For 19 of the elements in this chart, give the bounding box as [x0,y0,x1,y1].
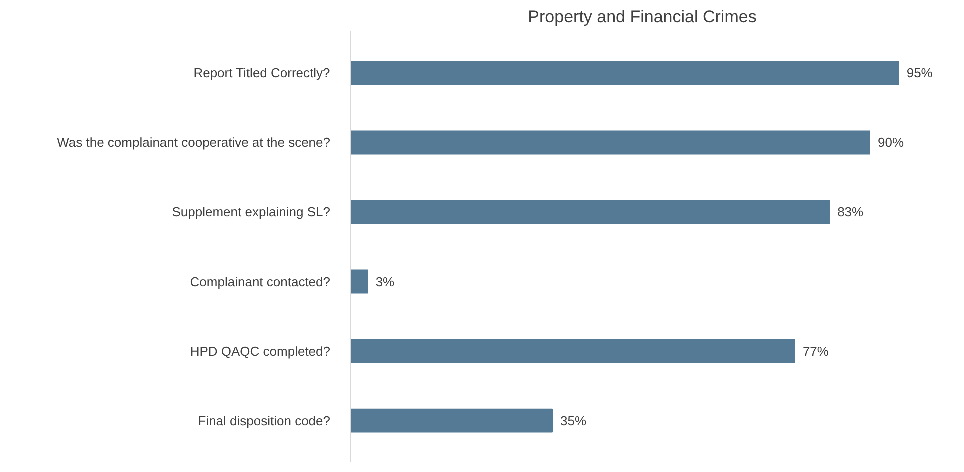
y-tick-label: Supplement explaining SL? [172,204,330,220]
bar [350,130,870,155]
data-label: 95% [906,66,934,81]
bar [350,270,368,294]
bar [350,61,900,86]
y-tick-label: Complainant contacted? [190,274,330,290]
data-label: 35% [560,413,587,428]
data-label: 90% [878,135,904,150]
bar [350,339,796,364]
bar [350,200,830,224]
data-label: 77% [802,344,830,359]
chart-title: Property and Financial Crimes [528,8,757,26]
y-tick-label: Final disposition code? [198,413,331,428]
y-tick-label: Report Titled Correctly? [194,66,330,81]
data-label: 83% [838,204,864,220]
bar [350,408,554,433]
y-tick-label: Was the complainant cooperative at the scene? [57,135,331,150]
y-tick-label: HPD QAQC completed? [190,344,331,359]
data-label: 3% [376,274,396,290]
